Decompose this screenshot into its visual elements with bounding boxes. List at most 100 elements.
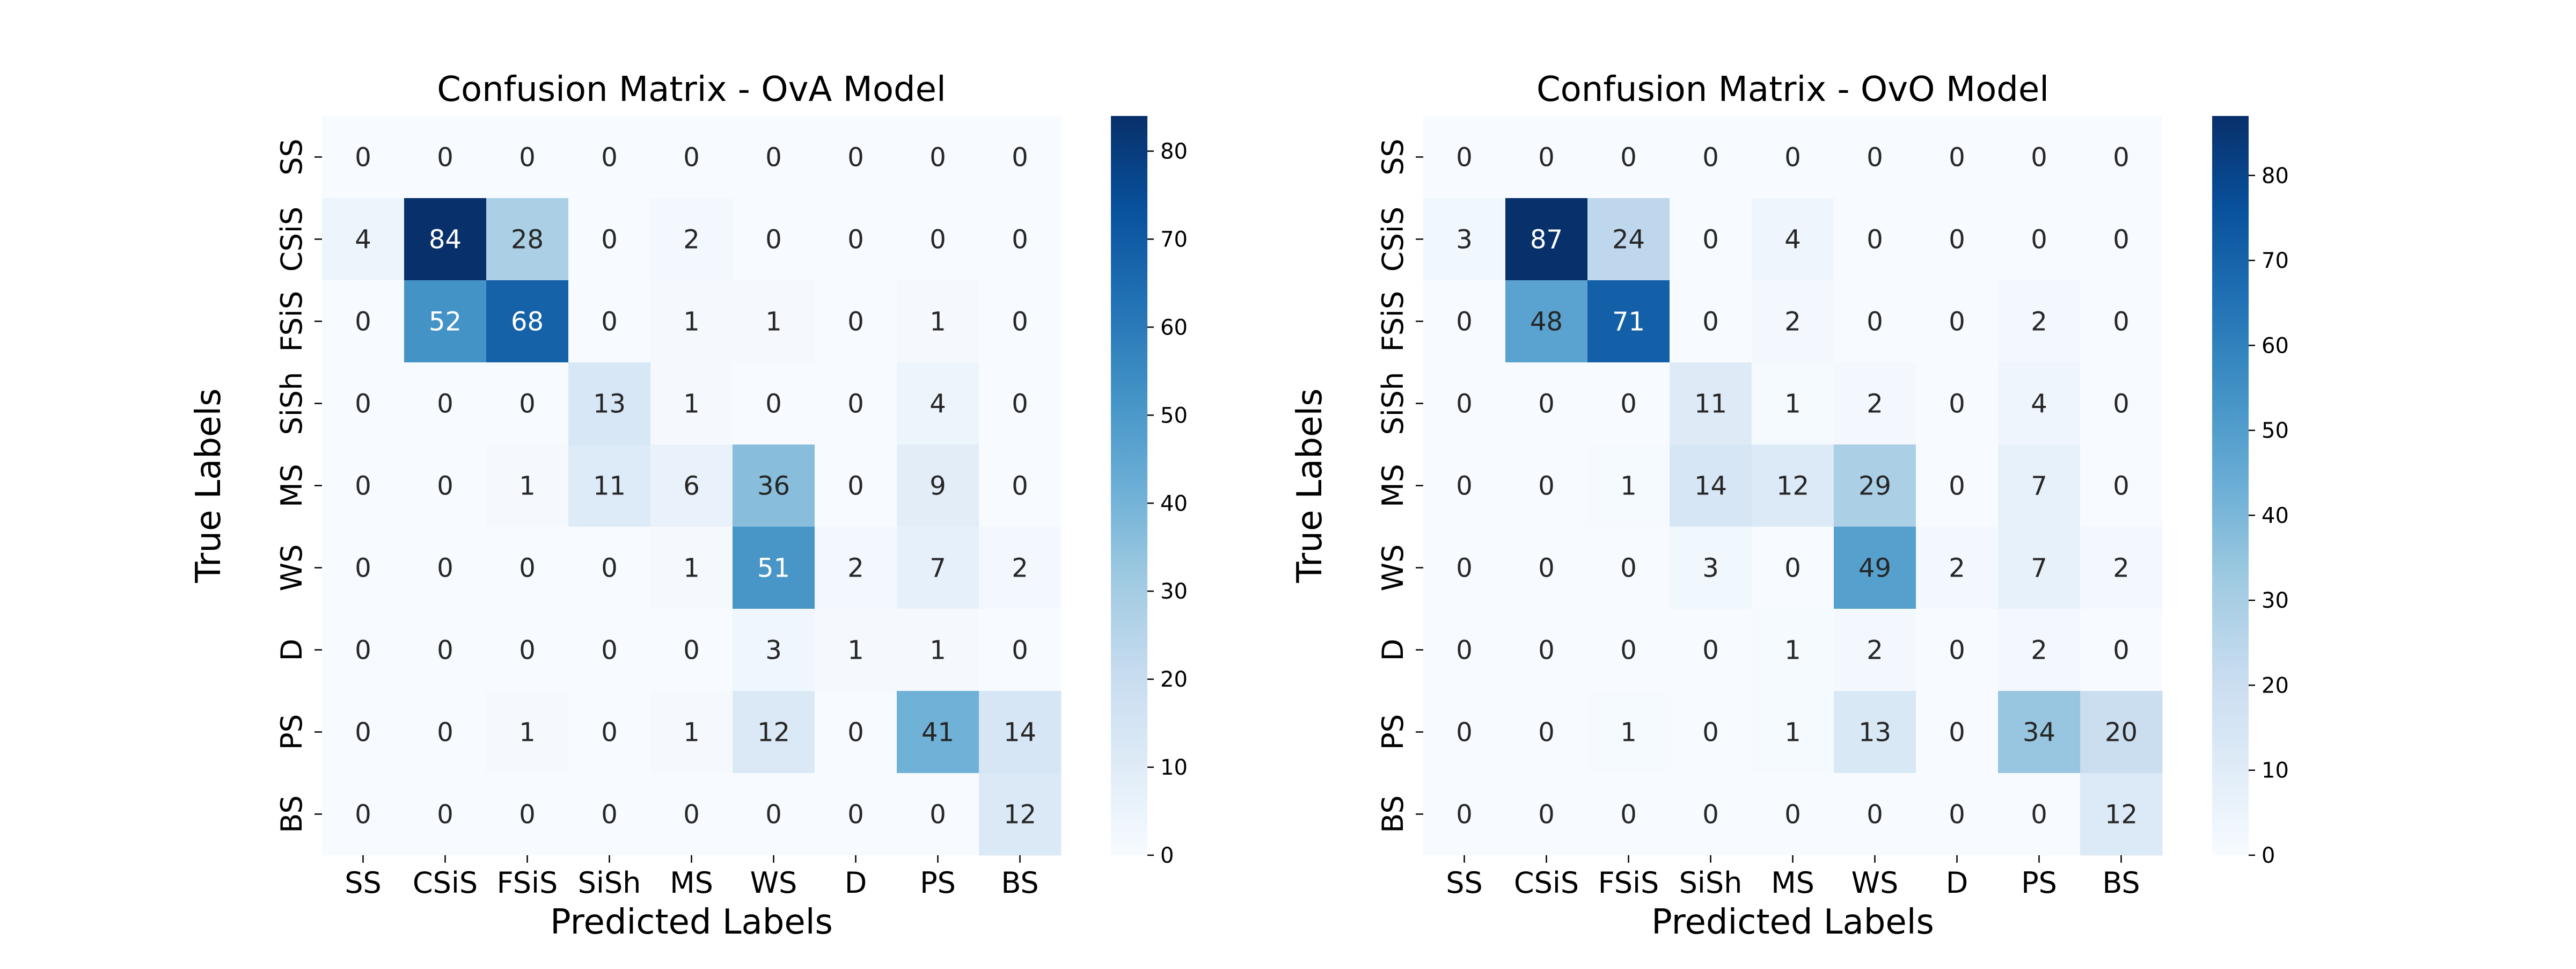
cell-value: 0 (765, 800, 782, 830)
heatmap-cell (1423, 527, 1506, 609)
heatmap-cell (1423, 691, 1506, 774)
heatmap-cell (650, 609, 733, 691)
cell-value: 0 (930, 225, 946, 255)
y-tick-label: MS (1376, 464, 1410, 507)
cell-value: 1 (683, 307, 700, 337)
heatmap-cell (486, 445, 569, 527)
cell-value: 3 (765, 636, 782, 666)
heatmap-cell (486, 116, 569, 199)
heatmap-cell (2080, 445, 2163, 527)
heatmap-cell (1916, 527, 1999, 609)
colorbar-tick-label: 80 (1160, 140, 1188, 164)
cell-value: 0 (1949, 143, 1965, 173)
cell-value: 20 (2105, 718, 2138, 748)
chart-title: Confusion Matrix - OvO Model (1536, 70, 2049, 110)
heatmap-cell (1998, 609, 2081, 691)
cell-value: 0 (847, 718, 864, 748)
heatmap-cell (1916, 691, 1999, 774)
heatmap-cell (1670, 116, 1752, 199)
cell-value: 0 (1012, 143, 1028, 173)
colorbar-tick-label: 40 (2262, 504, 2289, 528)
heatmap-cell (815, 362, 897, 445)
heatmap-cell (404, 527, 487, 609)
x-tick-label: BS (1001, 866, 1038, 900)
heatmap-cell (1423, 116, 1506, 199)
heatmap-2: Confusion Matrix - OvO Model 0 0 0 0 0 0 0 0 0 3 87… (1290, 70, 2289, 942)
chart-title: Confusion Matrix - OvA Model (437, 70, 946, 110)
heatmap-cell (815, 445, 897, 527)
y-tick-label: SiSh (1376, 372, 1410, 435)
cell-value: 0 (1456, 718, 1473, 748)
heatmap-cell (1587, 198, 1670, 281)
x-tick-label: WS (750, 866, 797, 900)
x-tick-label: D (1946, 866, 1968, 900)
cell-value: 0 (1012, 389, 1028, 419)
cell-value: 0 (1867, 800, 1883, 830)
x-tick-label: FSiS (1598, 866, 1659, 900)
heatmap-cell (1423, 198, 1506, 281)
colorbar-tick-label: 20 (2262, 673, 2289, 698)
cell-value: 0 (1456, 307, 1473, 337)
heatmap-cell (1587, 609, 1670, 691)
heatmap-cell (568, 691, 651, 774)
cell-value: 0 (847, 389, 864, 419)
cell-value: 1 (683, 718, 700, 748)
colorbar-tick-label: 10 (2262, 759, 2289, 783)
cell-value: 0 (519, 553, 536, 584)
heatmap-cell (733, 362, 815, 445)
heatmap-cell (1834, 773, 1916, 856)
cell-value: 0 (2113, 636, 2129, 666)
heatmap-cell (568, 116, 651, 199)
heatmap-cell (322, 527, 405, 609)
cell-value: 3 (1702, 553, 1719, 584)
heatmap-cell (897, 116, 979, 199)
cell-value: 0 (847, 225, 864, 255)
y-tick-label: BS (1376, 795, 1410, 833)
heatmap-cell (815, 116, 897, 199)
cell-value: 0 (1456, 389, 1473, 419)
colorbar-tick-label: 70 (1160, 228, 1188, 252)
heatmap-cell (486, 280, 569, 363)
cell-value: 52 (429, 307, 462, 337)
cell-value: 0 (1949, 800, 1965, 830)
heatmap-cell (650, 445, 733, 527)
cell-value: 0 (601, 307, 618, 337)
y-axis-label: True Labels (189, 388, 229, 583)
colorbar (2212, 116, 2249, 855)
heatmap-cell (568, 198, 651, 281)
heatmap-cell (1998, 116, 2081, 199)
x-tick-label: SiSh (578, 866, 641, 900)
heatmap-cell (897, 445, 979, 527)
heatmap-cell (404, 362, 487, 445)
heatmap-cell (650, 691, 733, 774)
y-tick-label: PS (275, 714, 309, 750)
cell-value: 0 (1949, 389, 1965, 419)
colorbar-tick-label: 30 (1160, 579, 1188, 604)
heatmap-cell (1834, 198, 1916, 281)
cell-value: 0 (1538, 389, 1555, 419)
y-tick-label: D (1376, 639, 1410, 661)
heatmap-cell (568, 773, 651, 856)
heatmap-cell (1587, 362, 1670, 445)
heatmap-cell (404, 691, 487, 774)
x-tick-label: SS (345, 866, 382, 900)
heatmap-cell (650, 116, 733, 199)
cell-value: 0 (1949, 225, 1965, 255)
colorbar-tick-label: 60 (1160, 315, 1188, 340)
cell-value: 4 (355, 225, 371, 255)
heatmap-cell (568, 609, 651, 691)
heatmap-cell (1505, 445, 1588, 527)
heatmap-cell (733, 609, 815, 691)
cell-value: 0 (1620, 553, 1637, 584)
heatmap-cell (1670, 609, 1752, 691)
heatmap-cell (404, 609, 487, 691)
y-tick-label: BS (275, 795, 309, 833)
heatmap-cell (650, 773, 733, 856)
heatmap-cell (1670, 691, 1752, 774)
cell-value: 0 (1949, 471, 1965, 501)
cell-value: 0 (1867, 225, 1883, 255)
heatmap-cell (1505, 362, 1588, 445)
heatmap-cell (733, 445, 815, 527)
heatmap-cell (1505, 691, 1588, 774)
